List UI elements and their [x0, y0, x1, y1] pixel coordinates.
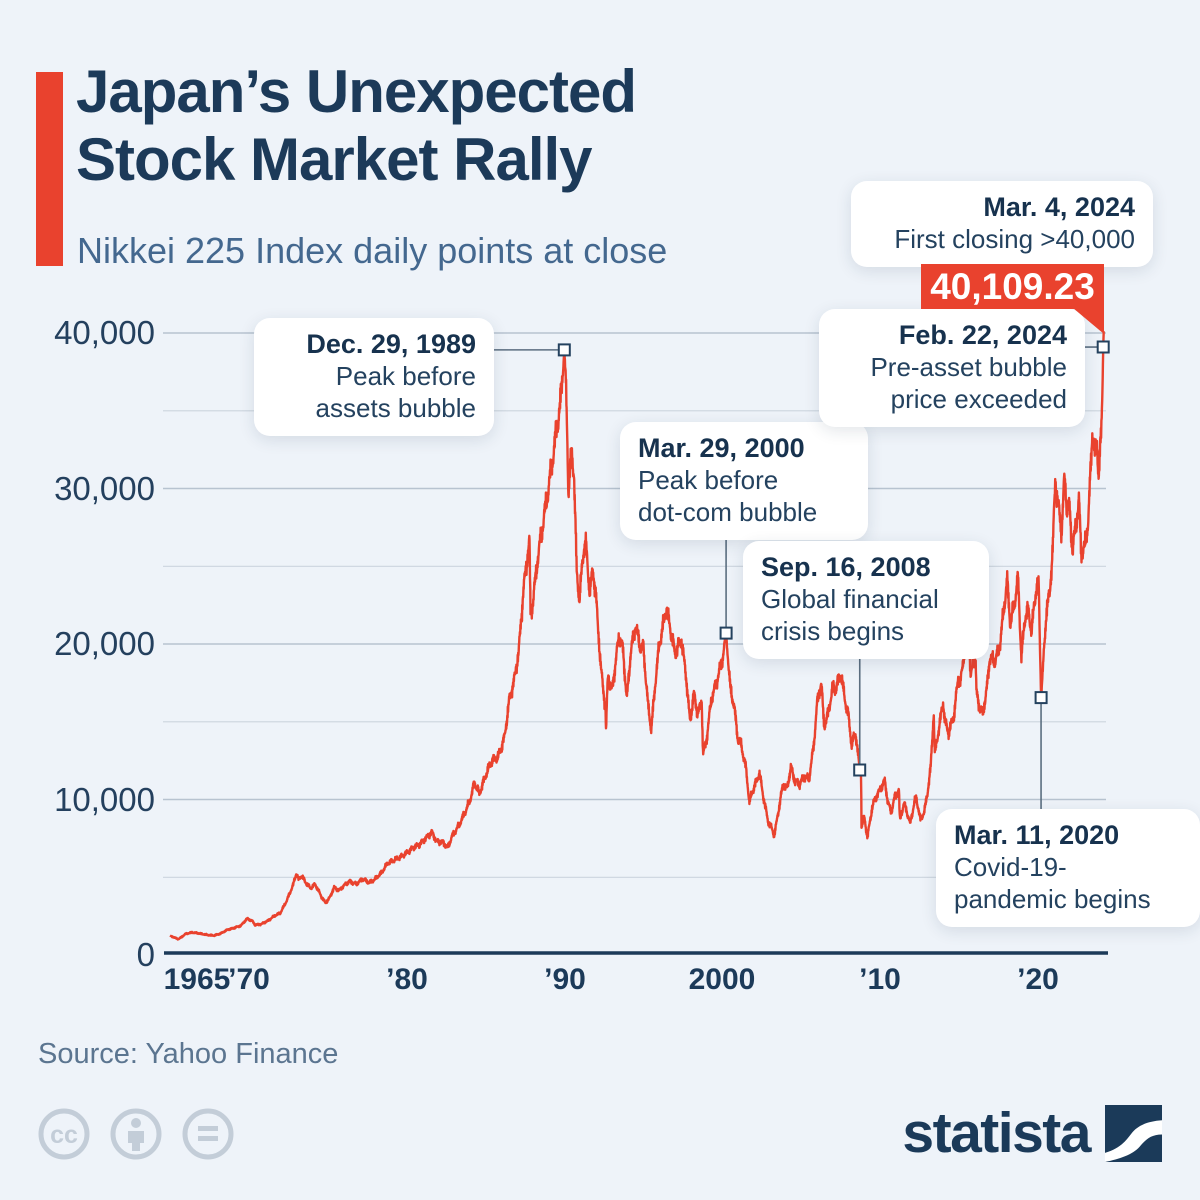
annotation-card-mar-2000: Mar. 29, 2000 Peak before dot-com bubble: [620, 422, 868, 540]
annotation-date: Mar. 4, 2024: [983, 192, 1135, 222]
y-axis-label: 20,000: [54, 625, 155, 662]
record-value-badge: 40,109.23: [921, 264, 1104, 309]
annotation-text: First closing >40,000: [894, 224, 1135, 254]
annotation-date: Dec. 29, 1989: [306, 329, 476, 359]
statista-logo: statista: [902, 1100, 1162, 1166]
x-axis-label: ’20: [1017, 963, 1059, 996]
nikkei-series-line: [169, 331, 1105, 941]
annotation-text: crisis begins: [761, 616, 905, 646]
annotation-date: Mar. 29, 2000: [638, 433, 805, 463]
page-title: Japan’s Unexpected Stock Market Rally: [76, 58, 637, 194]
chart-subtitle: Nikkei 225 Index daily points at close: [77, 230, 668, 271]
annotation-card-mar-2020: Mar. 11, 2020 Covid-19- pandemic begins: [936, 809, 1200, 927]
y-axis-label: 10,000: [54, 781, 155, 818]
annotation-text: Global financial: [761, 584, 939, 614]
annotation-text: assets bubble: [315, 393, 476, 423]
y-axis-label: 40,000: [54, 314, 155, 351]
x-axis-label: ’90: [544, 963, 586, 996]
annotation-text: dot-com bubble: [638, 497, 818, 527]
annotation-date: Feb. 22, 2024: [898, 320, 1067, 350]
annotation-card-mar-2024: Mar. 4, 2024 First closing >40,000: [851, 181, 1153, 267]
annotation-text: pandemic begins: [954, 884, 1151, 914]
x-axis-label: ’80: [386, 963, 428, 996]
x-axis-label: 1965: [163, 963, 231, 996]
cc-by-person-icon: [110, 1108, 162, 1160]
annotation-date: Mar. 11, 2020: [954, 820, 1120, 850]
title-line-1: Japan’s Unexpected: [76, 58, 637, 125]
y-axis-label: 30,000: [54, 470, 155, 507]
annotation-marker-square: [557, 343, 571, 357]
source-note: Source: Yahoo Finance: [38, 1038, 339, 1070]
badge-pointer-triangle: [1073, 308, 1104, 334]
title-line-2: Stock Market Rally: [76, 126, 593, 193]
annotation-text: Peak before: [638, 465, 779, 495]
x-axis-label: 2000: [688, 963, 756, 996]
annotation-card-feb-2024: Feb. 22, 2024 Pre-asset bubble price exc…: [819, 309, 1085, 427]
annotation-text: Pre-asset bubble: [870, 352, 1067, 382]
annotation-marker-square: [853, 763, 867, 777]
annotation-text: price exceeded: [890, 384, 1067, 414]
statista-logo-text: statista: [902, 1101, 1091, 1165]
y-axis-label: 0: [136, 936, 155, 973]
statista-logo-mark-icon: [1105, 1104, 1162, 1162]
annotation-card-sep-2008: Sep. 16, 2008 Global financial crisis be…: [743, 541, 989, 659]
creative-commons-icons: cc: [36, 1106, 236, 1162]
cc-icon: cc: [38, 1108, 90, 1160]
svg-text:cc: cc: [50, 1121, 78, 1149]
annotation-marker-square: [719, 626, 733, 640]
annotation-marker-square: [1096, 340, 1110, 354]
x-axis-label: ’70: [228, 963, 270, 996]
cc-nd-equals-icon: [182, 1108, 234, 1160]
annotation-date: Sep. 16, 2008: [761, 552, 931, 582]
title-accent-bar: [36, 72, 63, 266]
x-axis-label: ’10: [859, 963, 901, 996]
annotation-marker-square: [1034, 691, 1048, 705]
annotation-text: Peak before: [335, 361, 476, 391]
annotation-text: Covid-19-: [954, 852, 1067, 882]
annotation-card-dec-1989: Dec. 29, 1989 Peak before assets bubble: [254, 318, 494, 436]
